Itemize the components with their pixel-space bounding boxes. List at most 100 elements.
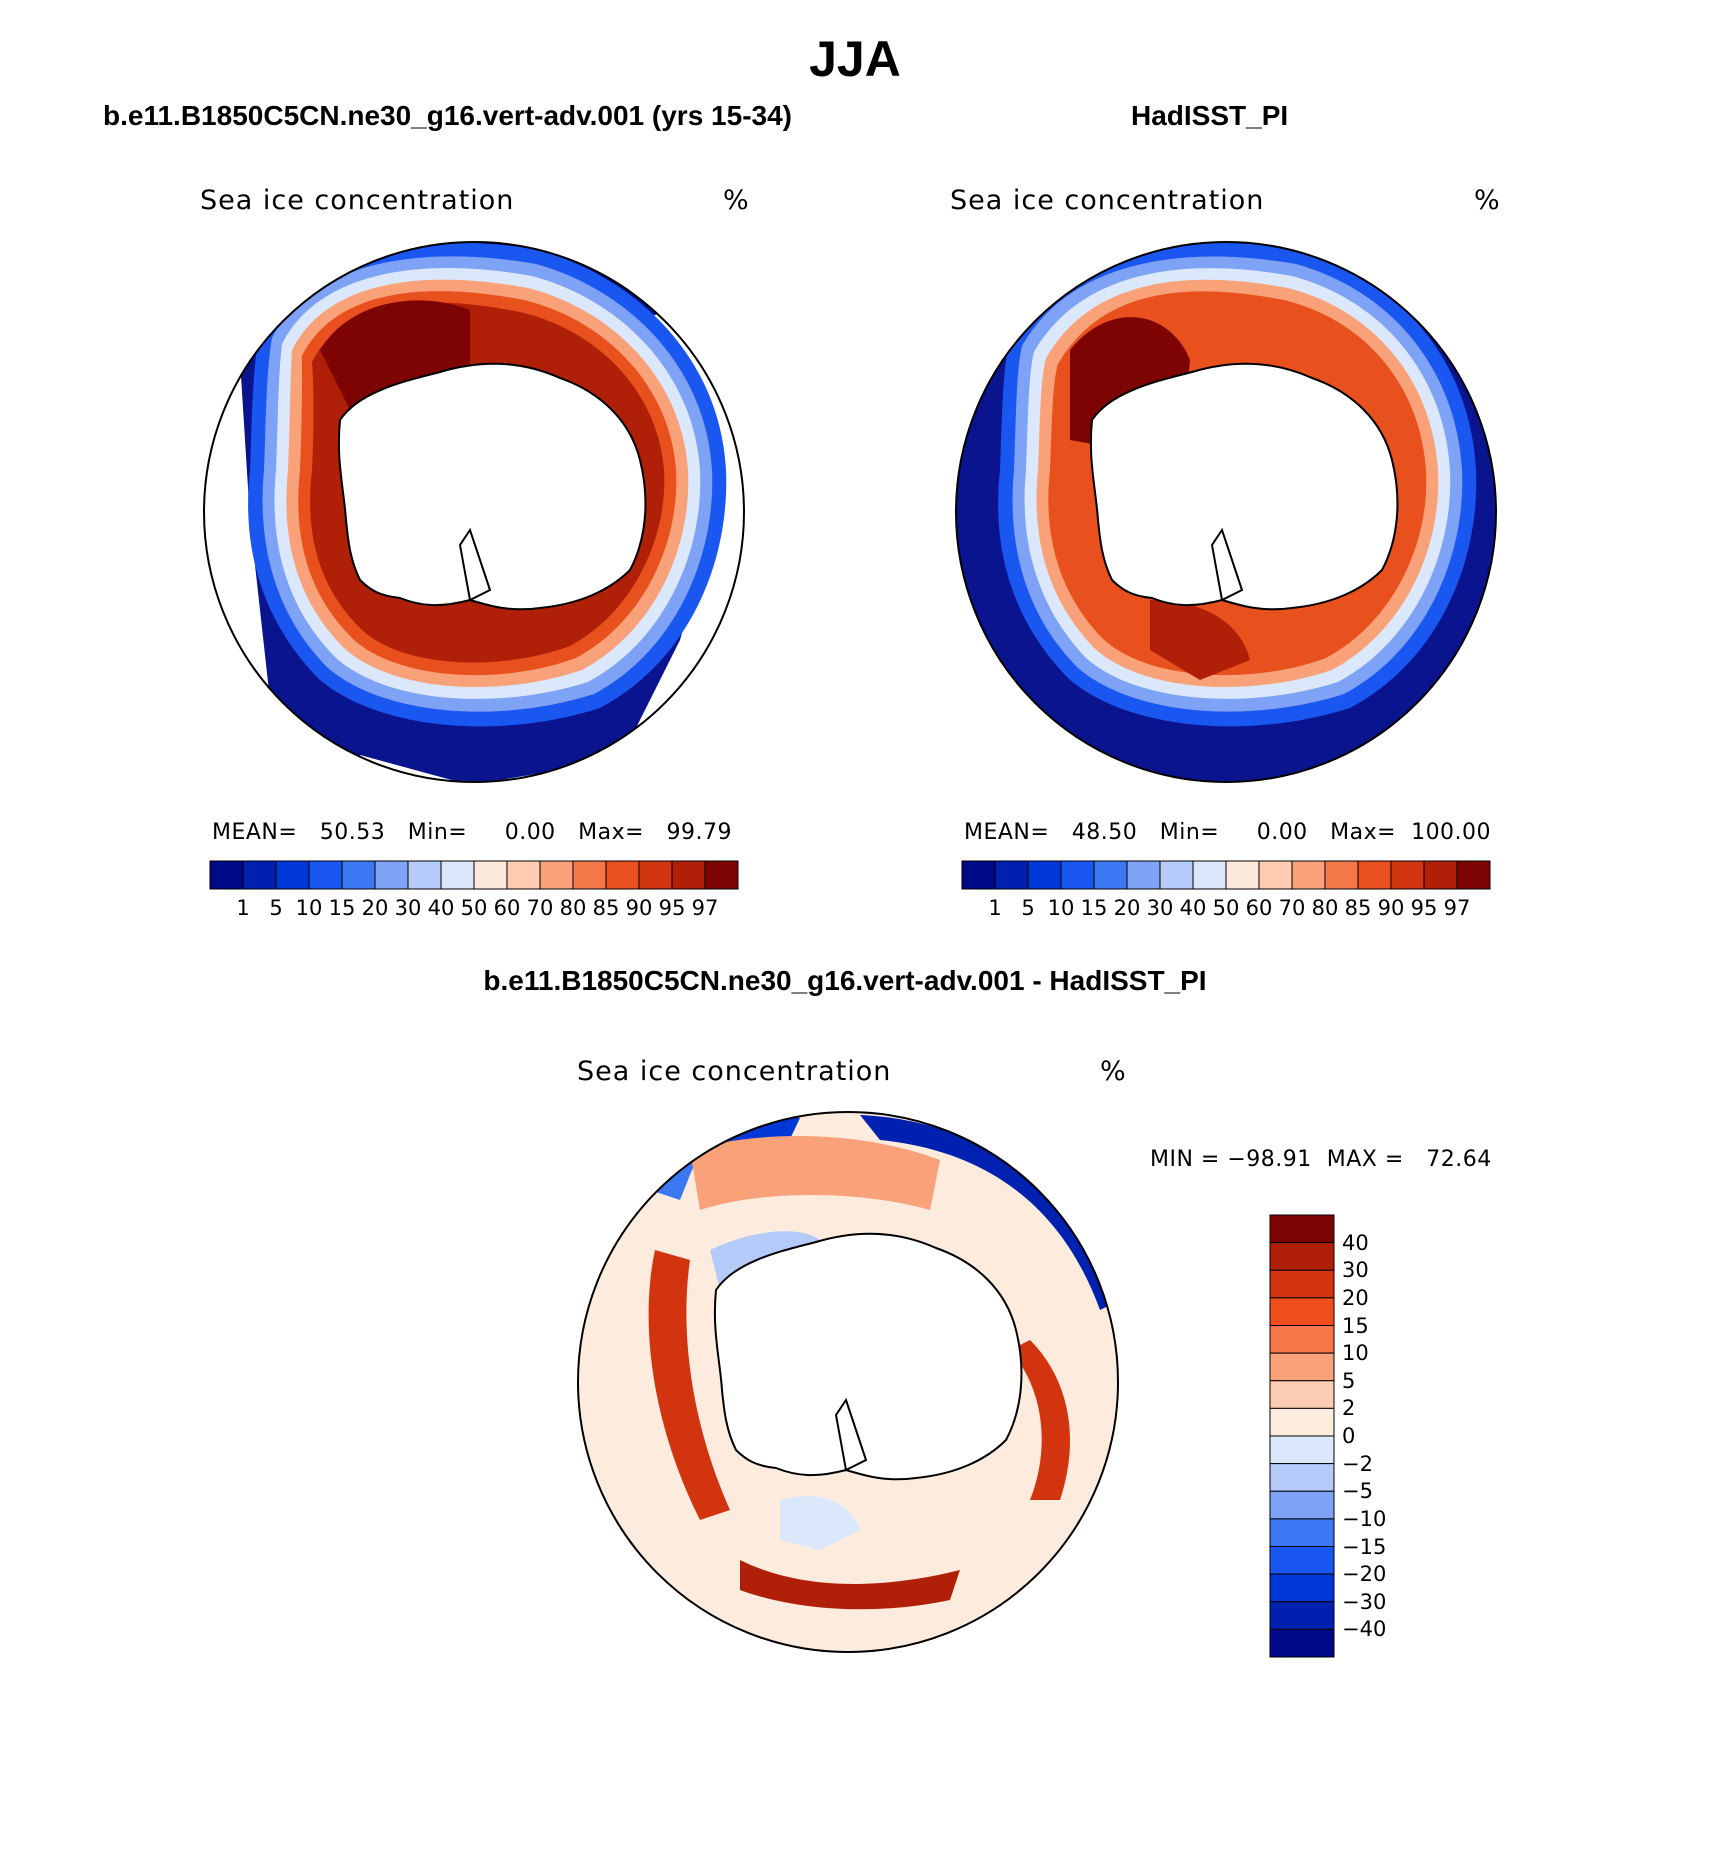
difference-colorbar-swatch <box>1269 1463 1335 1492</box>
model-colorbar-label: 15 <box>328 896 356 920</box>
difference-colorbar-label: 15 <box>1342 1313 1369 1338</box>
obs-colorbar-swatch <box>1423 860 1458 890</box>
obs-colorbar-swatch <box>1060 860 1095 890</box>
model-colorbar-swatch <box>275 860 310 890</box>
difference-colorbar-swatch <box>1269 1628 1335 1658</box>
model-colorbar-swatch <box>605 860 640 890</box>
obs-colorbar-ticks: 1 5 10 15 20 30 40 50 60 70 80 85 90 95 97 <box>962 896 1490 922</box>
obs-colorbar <box>961 860 1491 890</box>
model-map-border <box>203 241 745 783</box>
obs-colorbar-swatch <box>1390 860 1425 890</box>
difference-colorbar-swatch <box>1269 1325 1335 1354</box>
difference-colorbar-ticks: 40 30 20 15 10 5 2 0 −2 −5 −10 −15 −20 −30 −40 <box>1342 1215 1422 1657</box>
obs-colorbar-label: 60 <box>1245 896 1273 920</box>
obs-units-label: % <box>1474 185 1500 216</box>
obs-colorbar-label: 97 <box>1443 896 1471 920</box>
obs-colorbar-label: 80 <box>1311 896 1339 920</box>
model-colorbar <box>209 860 739 890</box>
obs-field <box>956 242 1496 782</box>
model-colorbar-label: 85 <box>592 896 620 920</box>
model-colorbar-swatch <box>374 860 409 890</box>
difference-map-border <box>577 1111 1119 1653</box>
difference-colorbar-label: 20 <box>1342 1285 1369 1310</box>
difference-units-label: % <box>1100 1056 1126 1087</box>
model-colorbar-label: 80 <box>559 896 587 920</box>
obs-colorbar-swatch <box>1192 860 1227 890</box>
model-colorbar-swatch <box>638 860 673 890</box>
model-colorbar-label: 70 <box>526 896 554 920</box>
model-colorbar-label: 10 <box>295 896 323 920</box>
model-colorbar-label: 30 <box>394 896 422 920</box>
difference-colorbar-label: 40 <box>1342 1230 1369 1255</box>
obs-colorbar-swatch <box>1258 860 1293 890</box>
model-colorbar-label: 20 <box>361 896 389 920</box>
model-colorbar-label: 97 <box>691 896 719 920</box>
model-colorbar-label: 1 <box>236 896 250 920</box>
obs-colorbar-swatch <box>1291 860 1326 890</box>
obs-colorbar-label: 5 <box>1021 896 1035 920</box>
difference-colorbar-label: 2 <box>1342 1396 1356 1421</box>
model-variable-label: Sea ice concentration <box>200 185 515 216</box>
obs-colorbar-label: 20 <box>1113 896 1141 920</box>
model-colorbar-swatch <box>539 860 574 890</box>
model-colorbar-label: 95 <box>658 896 686 920</box>
obs-map-border <box>955 241 1497 783</box>
difference-colorbar-label: −30 <box>1342 1589 1387 1614</box>
difference-colorbar-label: −20 <box>1342 1562 1387 1587</box>
model-colorbar-swatch <box>671 860 706 890</box>
model-colorbar-label: 5 <box>269 896 283 920</box>
model-colorbar-swatch <box>440 860 475 890</box>
obs-colorbar-label: 1 <box>988 896 1002 920</box>
difference-colorbar-swatch <box>1269 1601 1335 1630</box>
obs-colorbar-swatch <box>994 860 1029 890</box>
model-field <box>204 242 744 782</box>
model-colorbar-swatch <box>341 860 376 890</box>
difference-colorbar-swatch <box>1269 1269 1335 1299</box>
difference-colorbar-label: −2 <box>1342 1451 1373 1476</box>
difference-colorbar-swatch <box>1269 1435 1335 1465</box>
model-colorbar-label: 60 <box>493 896 521 920</box>
difference-colorbar-label: −5 <box>1342 1479 1373 1504</box>
model-panel-title: b.e11.B1850C5CN.ne30_g16.vert-adv.001 (y… <box>103 100 792 131</box>
difference-colorbar-swatch <box>1269 1242 1335 1271</box>
obs-colorbar-label: 70 <box>1278 896 1306 920</box>
model-colorbar-label: 40 <box>427 896 455 920</box>
model-colorbar-label: 90 <box>625 896 653 920</box>
obs-colorbar-label: 10 <box>1047 896 1075 920</box>
model-colorbar-swatch <box>506 860 541 890</box>
model-colorbar-swatch <box>473 860 508 890</box>
model-units-label: % <box>723 185 749 216</box>
difference-colorbar-label: −15 <box>1342 1534 1387 1559</box>
difference-colorbar-swatch <box>1269 1518 1335 1547</box>
obs-colorbar-label: 40 <box>1179 896 1207 920</box>
difference-stats: MIN = −98.91 MAX = 72.64 <box>1150 1147 1492 1172</box>
difference-colorbar-label: 5 <box>1342 1368 1356 1393</box>
difference-colorbar-label: 10 <box>1342 1341 1369 1366</box>
obs-colorbar-swatch <box>1126 860 1161 890</box>
difference-variable-label: Sea ice concentration <box>577 1056 892 1087</box>
obs-colorbar-label: 90 <box>1377 896 1405 920</box>
obs-colorbar-label: 50 <box>1212 896 1240 920</box>
difference-colorbar-label: 30 <box>1342 1258 1369 1283</box>
model-colorbar-swatch <box>209 860 244 890</box>
model-colorbar-swatch <box>572 860 607 890</box>
obs-colorbar-swatch <box>1225 860 1260 890</box>
obs-colorbar-swatch <box>1027 860 1062 890</box>
obs-colorbar-swatch <box>961 860 996 890</box>
model-colorbar-swatch <box>407 860 442 890</box>
obs-colorbar-label: 15 <box>1080 896 1108 920</box>
model-colorbar-ticks: 1 5 10 15 20 30 40 50 60 70 80 85 90 95 97 <box>210 896 738 922</box>
obs-colorbar-swatch <box>1159 860 1194 890</box>
difference-title: b.e11.B1850C5CN.ne30_g16.vert-adv.001 - … <box>483 965 1207 996</box>
model-colorbar-label: 50 <box>460 896 488 920</box>
difference-colorbar-swatch <box>1269 1546 1335 1575</box>
difference-colorbar-swatch <box>1269 1407 1335 1437</box>
model-colorbar-swatch <box>704 860 739 890</box>
obs-colorbar-label: 30 <box>1146 896 1174 920</box>
obs-colorbar-swatch <box>1324 860 1359 890</box>
obs-variable-label: Sea ice concentration <box>950 185 1265 216</box>
difference-colorbar <box>1269 1214 1335 1658</box>
obs-colorbar-swatch <box>1093 860 1128 890</box>
obs-stats: MEAN= 48.50 Min= 0.00 Max= 100.00 <box>964 820 1492 845</box>
